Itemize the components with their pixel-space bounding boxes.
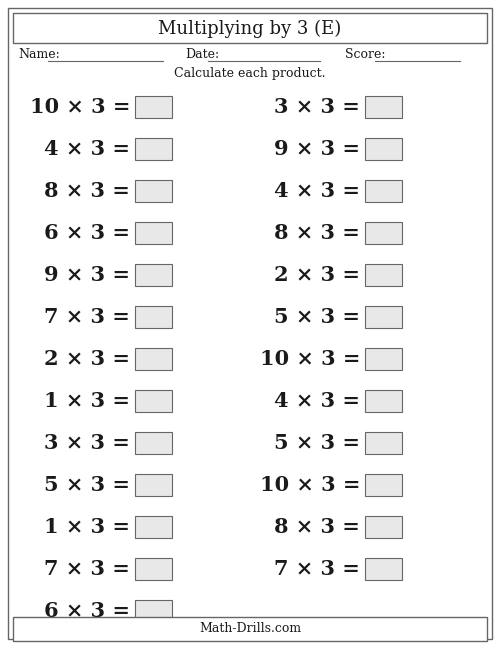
Bar xyxy=(365,558,402,580)
Bar xyxy=(365,474,402,496)
Text: 9 × 3 =: 9 × 3 = xyxy=(44,265,130,285)
Bar xyxy=(135,390,172,412)
Text: Math-Drills.com: Math-Drills.com xyxy=(199,622,301,635)
Bar xyxy=(135,432,172,454)
Bar xyxy=(135,516,172,538)
Bar xyxy=(13,617,487,641)
Bar xyxy=(135,306,172,328)
Text: 4 × 3 =: 4 × 3 = xyxy=(274,391,360,411)
Text: Date:: Date: xyxy=(185,49,219,61)
Bar xyxy=(135,558,172,580)
Text: 5 × 3 =: 5 × 3 = xyxy=(274,433,360,453)
Text: 3 × 3 =: 3 × 3 = xyxy=(44,433,130,453)
Text: 10 × 3 =: 10 × 3 = xyxy=(260,475,360,495)
Bar xyxy=(135,348,172,370)
Bar xyxy=(135,180,172,202)
Text: 4 × 3 =: 4 × 3 = xyxy=(44,139,130,159)
Text: Multiplying by 3 (E): Multiplying by 3 (E) xyxy=(158,20,342,38)
Bar xyxy=(135,600,172,622)
Text: 6 × 3 =: 6 × 3 = xyxy=(44,601,130,621)
Text: 5 × 3 =: 5 × 3 = xyxy=(44,475,130,495)
Bar xyxy=(365,390,402,412)
Bar xyxy=(135,96,172,118)
Text: 7 × 3 =: 7 × 3 = xyxy=(44,307,130,327)
Bar xyxy=(135,138,172,160)
Text: 5 × 3 =: 5 × 3 = xyxy=(274,307,360,327)
Text: 10 × 3 =: 10 × 3 = xyxy=(260,349,360,369)
Text: Calculate each product.: Calculate each product. xyxy=(174,67,326,80)
Bar xyxy=(13,13,487,43)
Bar xyxy=(365,264,402,286)
Text: 9 × 3 =: 9 × 3 = xyxy=(274,139,360,159)
Text: 3 × 3 =: 3 × 3 = xyxy=(274,97,360,117)
Bar xyxy=(365,180,402,202)
Text: 2 × 3 =: 2 × 3 = xyxy=(274,265,360,285)
Bar xyxy=(365,348,402,370)
Bar xyxy=(135,264,172,286)
Bar xyxy=(135,474,172,496)
Bar xyxy=(365,138,402,160)
Text: 8 × 3 =: 8 × 3 = xyxy=(274,517,360,537)
Bar xyxy=(365,306,402,328)
Text: 4 × 3 =: 4 × 3 = xyxy=(274,181,360,201)
Text: 10 × 3 =: 10 × 3 = xyxy=(30,97,130,117)
Text: 7 × 3 =: 7 × 3 = xyxy=(274,559,360,579)
Text: 2 × 3 =: 2 × 3 = xyxy=(44,349,130,369)
Text: 7 × 3 =: 7 × 3 = xyxy=(44,559,130,579)
Bar xyxy=(365,96,402,118)
Bar xyxy=(365,516,402,538)
Text: Name:: Name: xyxy=(18,49,60,61)
Text: Score:: Score: xyxy=(345,49,386,61)
Bar xyxy=(365,222,402,244)
Bar xyxy=(135,222,172,244)
Text: 1 × 3 =: 1 × 3 = xyxy=(44,391,130,411)
Text: 1 × 3 =: 1 × 3 = xyxy=(44,517,130,537)
Text: 8 × 3 =: 8 × 3 = xyxy=(44,181,130,201)
Bar xyxy=(365,432,402,454)
Text: 8 × 3 =: 8 × 3 = xyxy=(274,223,360,243)
Text: 6 × 3 =: 6 × 3 = xyxy=(44,223,130,243)
